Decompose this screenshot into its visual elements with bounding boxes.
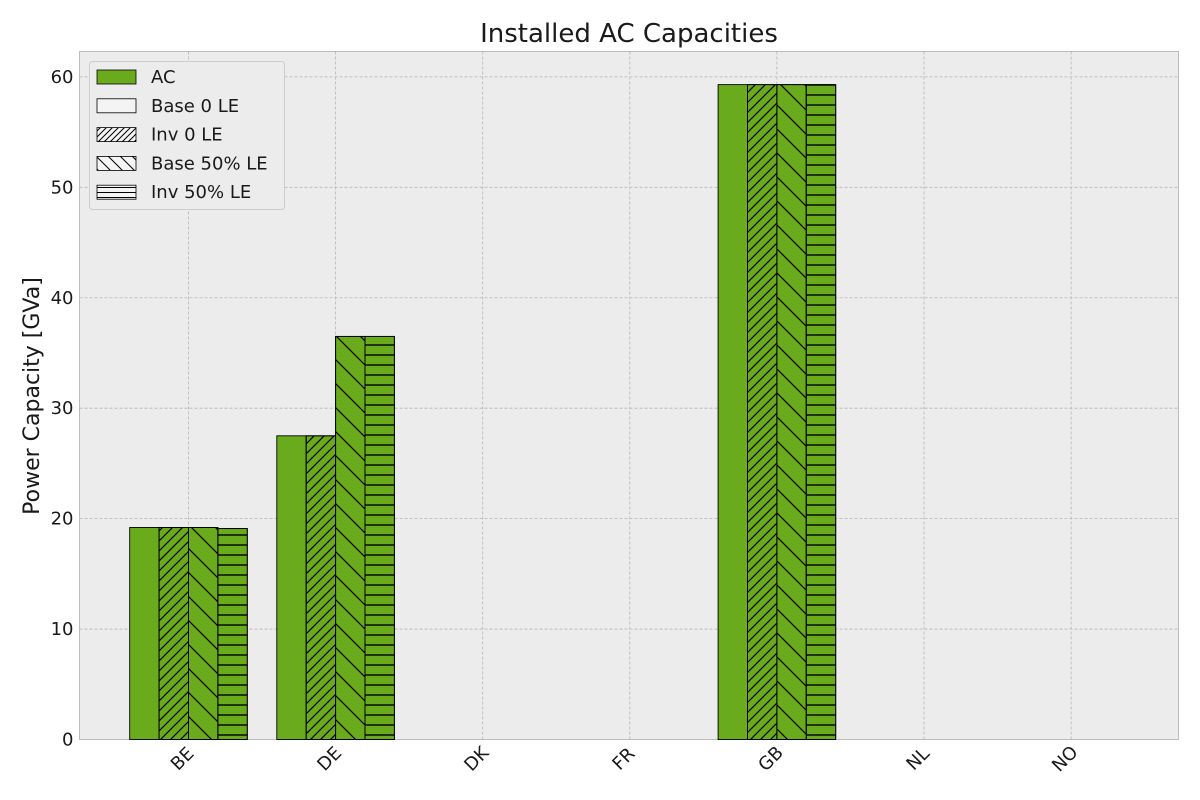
bar-hatch xyxy=(776,84,807,740)
y-axis-ticks: 0 10 20 30 40 50 60 xyxy=(51,67,74,751)
y-tick-label: 20 xyxy=(51,509,74,530)
x-tick-label: DK xyxy=(460,742,494,776)
y-tick-label: 30 xyxy=(51,398,74,419)
legend-swatch xyxy=(96,127,137,142)
legend-frame xyxy=(89,61,285,210)
legend: AC Base 0 LE Inv 0 LE Base 50% LE Inv 50% LE xyxy=(89,61,285,210)
bar xyxy=(276,435,307,740)
legend-label: Base 0 LE xyxy=(151,96,239,117)
legend-label: Inv 0 LE xyxy=(151,125,223,146)
legend-swatch xyxy=(96,184,137,200)
y-tick-label: 60 xyxy=(51,67,74,88)
bar-hatch xyxy=(335,335,366,740)
x-tick-label: NO xyxy=(1048,742,1082,776)
y-tick-label: 50 xyxy=(51,177,74,198)
x-tick-label: NL xyxy=(902,743,933,774)
x-tick-label: GB xyxy=(754,742,787,775)
legend-swatch xyxy=(96,98,137,114)
bar-hatch xyxy=(305,435,337,740)
bar-hatch xyxy=(805,84,837,740)
x-tick-label: FR xyxy=(608,744,639,775)
x-tick-label: DE xyxy=(313,743,346,776)
legend-label: Inv 50% LE xyxy=(151,182,251,203)
grid-lines xyxy=(79,51,1179,740)
legend-swatch xyxy=(96,155,137,171)
x-tick-label: BE xyxy=(167,743,199,775)
x-axis-ticks: BE DE DK FR GB NL NO xyxy=(167,742,1083,777)
legend-label: AC xyxy=(151,67,176,88)
y-tick-label: 10 xyxy=(51,619,74,640)
bar-hatch xyxy=(364,335,395,740)
chart-title: Installed AC Capacities xyxy=(480,19,778,49)
y-axis-label: Power Capacity [GVa] xyxy=(20,277,45,515)
y-tick-label: 40 xyxy=(51,288,74,309)
bar-hatch xyxy=(158,527,189,740)
legend-swatch xyxy=(96,69,137,85)
bar-hatch xyxy=(747,84,778,740)
y-tick-label: 0 xyxy=(62,730,73,751)
legend-label: Base 50% LE xyxy=(151,153,268,174)
bar xyxy=(129,527,160,740)
bar xyxy=(717,84,748,740)
bars xyxy=(129,84,837,740)
bar-hatch xyxy=(188,527,219,740)
bar-hatch xyxy=(217,528,248,740)
